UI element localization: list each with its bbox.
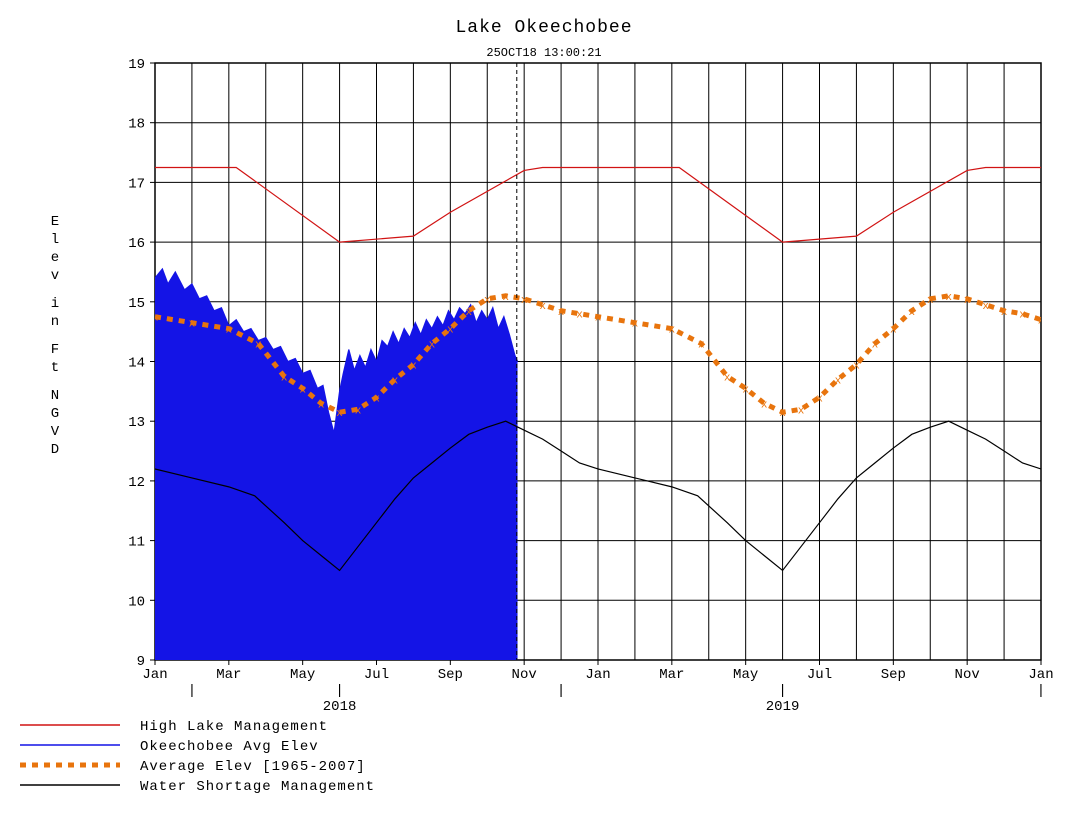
avg-elev-marker-icon: x bbox=[502, 292, 509, 304]
avg-elev-marker-icon: x bbox=[255, 340, 262, 352]
avg-elev-marker-icon: x bbox=[484, 295, 491, 307]
avg-elev-marker-icon: x bbox=[872, 340, 879, 352]
x-tick-label: Sep bbox=[438, 667, 463, 683]
avg-elev-marker-icon: x bbox=[890, 325, 897, 337]
avg-elev-marker-icon: x bbox=[835, 375, 842, 387]
y-tick-label: 16 bbox=[128, 236, 145, 252]
x-sub-mark: | bbox=[1037, 683, 1045, 699]
x-tick-label: Jul bbox=[364, 667, 389, 683]
x-sub-mark: | bbox=[335, 683, 343, 699]
avg-elev-marker-icon: x bbox=[698, 340, 705, 352]
legend-label: Average Elev [1965-2007] bbox=[140, 759, 366, 775]
avg-elev-marker-icon: x bbox=[798, 405, 805, 417]
y-axis-title-letter: N bbox=[51, 388, 59, 404]
chart-title: Lake Okeechobee bbox=[455, 18, 632, 38]
avg-elev-marker-icon: x bbox=[982, 301, 989, 313]
x-sub-mark: | bbox=[557, 683, 565, 699]
x-tick-label: May bbox=[733, 667, 758, 683]
y-tick-label: 10 bbox=[128, 594, 145, 610]
x-tick-label: Mar bbox=[659, 667, 684, 683]
y-axis-title-letter: v bbox=[51, 268, 59, 284]
y-tick-label: 17 bbox=[128, 176, 145, 192]
y-axis-title-letter: D bbox=[51, 442, 59, 458]
y-tick-label: 15 bbox=[128, 296, 145, 312]
avg-elev-marker-icon: x bbox=[576, 310, 583, 322]
x-year-label: 2018 bbox=[323, 699, 357, 715]
avg-elev-marker-icon: x bbox=[465, 307, 472, 319]
avg-elev-marker-icon: x bbox=[539, 301, 546, 313]
avg-elev-marker-icon: x bbox=[410, 360, 417, 372]
y-axis-title-letter: i bbox=[51, 296, 59, 312]
avg-elev-marker-icon: x bbox=[742, 384, 749, 396]
avg-elev-marker-icon: x bbox=[1001, 307, 1008, 319]
avg-elev-marker-icon: x bbox=[853, 360, 860, 372]
x-year-label: 2019 bbox=[766, 699, 800, 715]
y-axis-title-letter: n bbox=[51, 314, 59, 330]
avg-elev-marker-icon: x bbox=[779, 408, 786, 420]
avg-elev-marker-icon: x bbox=[226, 325, 233, 337]
y-tick-label: 14 bbox=[128, 356, 145, 372]
avg-elev-marker-icon: x bbox=[318, 399, 325, 411]
x-tick-label: Jul bbox=[807, 667, 832, 683]
avg-elev-marker-icon: x bbox=[724, 372, 731, 384]
y-axis-title-letter: l bbox=[51, 232, 59, 248]
y-axis-title-letter: F bbox=[51, 342, 59, 358]
y-tick-label: 19 bbox=[128, 57, 145, 73]
avg-elev-marker-icon: x bbox=[392, 375, 399, 387]
y-axis-title-letter: e bbox=[51, 250, 59, 266]
x-tick-label: Nov bbox=[512, 667, 537, 683]
avg-elev-marker-icon: x bbox=[355, 405, 362, 417]
avg-elev-marker-icon: x bbox=[908, 307, 915, 319]
y-tick-label: 12 bbox=[128, 475, 145, 491]
avg-elev-marker-icon: x bbox=[761, 399, 768, 411]
chart-subtitle: 25OCT18 13:00:21 bbox=[486, 46, 601, 60]
avg-elev-marker-icon: x bbox=[447, 325, 454, 337]
avg-elev-marker-icon: x bbox=[669, 325, 676, 337]
y-tick-label: 11 bbox=[128, 535, 145, 551]
avg-elev-marker-icon: x bbox=[945, 292, 952, 304]
x-tick-label: Jan bbox=[1028, 667, 1053, 683]
x-tick-label: Mar bbox=[216, 667, 241, 683]
avg-elev-marker-icon: x bbox=[189, 319, 196, 331]
y-tick-label: 18 bbox=[128, 117, 145, 133]
y-axis-title-letter: E bbox=[51, 214, 59, 230]
y-axis-title-letter: V bbox=[51, 424, 60, 440]
avg-elev-marker-icon: x bbox=[558, 307, 565, 319]
y-axis-title-letter: t bbox=[51, 360, 59, 376]
legend-label: Water Shortage Management bbox=[140, 779, 375, 795]
y-axis-title-letter: G bbox=[51, 406, 59, 422]
x-tick-label: Nov bbox=[955, 667, 980, 683]
avg-elev-marker-icon: x bbox=[521, 295, 528, 307]
avg-elev-marker-icon: x bbox=[299, 384, 306, 396]
x-tick-label: Jan bbox=[585, 667, 610, 683]
avg-elev-marker-icon: x bbox=[336, 408, 343, 420]
x-sub-mark: | bbox=[778, 683, 786, 699]
x-sub-mark: | bbox=[188, 683, 196, 699]
x-tick-label: Jan bbox=[142, 667, 167, 683]
x-tick-label: Sep bbox=[881, 667, 906, 683]
avg-elev-marker-icon: x bbox=[1019, 310, 1026, 322]
x-tick-label: May bbox=[290, 667, 315, 683]
avg-elev-marker-icon: x bbox=[964, 295, 971, 307]
y-tick-label: 13 bbox=[128, 415, 145, 431]
avg-elev-marker-icon: x bbox=[429, 340, 436, 352]
avg-elev-marker-icon: x bbox=[373, 393, 380, 405]
avg-elev-marker-icon: x bbox=[927, 295, 934, 307]
legend-label: High Lake Management bbox=[140, 719, 328, 735]
legend-label: Okeechobee Avg Elev bbox=[140, 739, 319, 755]
avg-elev-marker-icon: x bbox=[281, 372, 288, 384]
avg-elev-marker-icon: x bbox=[632, 319, 639, 331]
avg-elev-marker-icon: x bbox=[595, 313, 602, 325]
avg-elev-marker-icon: x bbox=[816, 393, 823, 405]
